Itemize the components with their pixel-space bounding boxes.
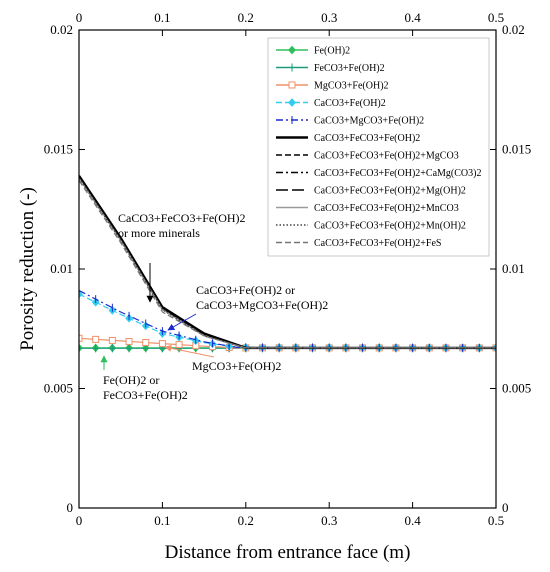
legend-label: CaCO3+FeCO3+Fe(OH)2+MgCO3 <box>314 151 459 162</box>
annotation: CaCO3+FeCO3+Fe(OH)2or more minerals <box>118 211 246 303</box>
x-axis-title: Distance from entrance face (m) <box>165 542 411 563</box>
legend-entry: CaCO3+FeCO3+Fe(OH)2+Mg(OH)2 <box>276 186 466 197</box>
annotation-line: Fe(OH)2 or <box>103 373 159 387</box>
x-tick-label-bottom: 0.3 <box>321 513 337 528</box>
x-tick-label-top: 0.2 <box>238 10 254 25</box>
legend-label: Fe(OH)2 <box>314 46 350 57</box>
x-tick-label-bottom: 0 <box>76 513 83 528</box>
x-tick-label-bottom: 0.2 <box>238 513 254 528</box>
series-marker-2 <box>79 334 83 342</box>
y-tick-label-left: 0.01 <box>50 261 73 276</box>
annotation-line: CaCO3+FeCO3+Fe(OH)2 <box>118 211 246 225</box>
legend-entry: CaCO3+FeCO3+Fe(OH)2+CaMg(CO3)2 <box>276 168 481 179</box>
x-tick-label-bottom: 0.5 <box>488 513 504 528</box>
x-tick-label-top: 0.1 <box>154 10 170 25</box>
annotation-line: or more minerals <box>118 226 200 240</box>
legend-label: CaCO3+FeCO3+Fe(OH)2 <box>314 133 420 144</box>
y-axis-title: Porosity reduction (-) <box>17 187 38 351</box>
legend-label: CaCO3+FeCO3+Fe(OH)2+MnCO3 <box>314 203 459 214</box>
series-marker-2 <box>142 339 150 347</box>
series-marker-2 <box>158 340 166 348</box>
legend-entry: CaCO3+MgCO3+Fe(OH)2 <box>276 116 424 127</box>
legend-entry: CaCO3+Fe(OH)2 <box>276 98 386 109</box>
legend-entry: CaCO3+FeCO3+Fe(OH)2+MnCO3 <box>276 203 459 214</box>
series-marker-2 <box>125 337 133 345</box>
legend-entry: CaCO3+FeCO3+Fe(OH)2+Mn(OH)2 <box>276 221 466 232</box>
series-marker-3 <box>79 289 83 299</box>
y-tick-label-right: 0.01 <box>502 261 525 276</box>
legend-label: MgCO3+Fe(OH)2 <box>314 81 389 92</box>
y-tick-label-left: 0.005 <box>44 381 73 396</box>
annotation-line: FeCO3+Fe(OH)2 <box>103 388 188 402</box>
series-line-11 <box>79 180 496 349</box>
legend-box <box>267 37 490 257</box>
annotation-line: CaCO3+Fe(OH)2 or <box>196 283 295 297</box>
y-tick-label-left: 0.015 <box>44 142 73 157</box>
legend-label: CaCO3+FeCO3+Fe(OH)2+Mg(OH)2 <box>314 186 466 197</box>
legend-marker <box>288 98 296 107</box>
series-marker-2 <box>175 341 183 349</box>
legend-entry: CaCO3+FeCO3+Fe(OH)2 <box>276 133 420 144</box>
legend: Fe(OH)2 FeCO3+Fe(OH)2 MgCO3+Fe(OH)2 CaCO3+F… <box>267 37 490 257</box>
legend-entry: Fe(OH)2 <box>276 46 350 57</box>
x-tick-label-top: 0.3 <box>321 10 337 25</box>
x-tick-label-bottom: 0.1 <box>154 513 170 528</box>
legend-label: CaCO3+MgCO3+Fe(OH)2 <box>314 116 424 127</box>
y-tick-label-right: 0.015 <box>502 142 531 157</box>
y-tick-label-right: 0.02 <box>502 22 525 37</box>
legend-label: CaCO3+FeCO3+Fe(OH)2+Mn(OH)2 <box>314 221 466 232</box>
legend-label: FeCO3+Fe(OH)2 <box>314 63 385 74</box>
annotations-group: CaCO3+FeCO3+Fe(OH)2or more mineralsCaCO3… <box>100 211 328 402</box>
y-tick-label-right: 0 <box>502 500 509 515</box>
legend-entry: CaCO3+FeCO3+Fe(OH)2+FeS <box>276 238 441 249</box>
y-tick-label-right: 0.005 <box>502 381 531 396</box>
annotation-line: MgCO3+Fe(OH)2 <box>192 359 281 373</box>
x-tick-label-top: 0 <box>76 10 83 25</box>
annotation-arrow <box>164 344 215 358</box>
legend-label: CaCO3+FeCO3+Fe(OH)2+FeS <box>314 238 441 249</box>
legend-label: CaCO3+FeCO3+Fe(OH)2+CaMg(CO3)2 <box>314 168 481 179</box>
legend-marker <box>288 81 296 89</box>
series-marker-2 <box>92 335 100 343</box>
x-tick-label-top: 0.4 <box>404 10 421 25</box>
axis-ticks-group: 000.10.10.20.20.30.30.40.40.50.50 00.005 0… <box>44 10 532 528</box>
x-tick-label-bottom: 0.4 <box>404 513 421 528</box>
series-line-2 <box>79 337 496 349</box>
legend-entry: MgCO3+Fe(OH)2 <box>276 81 389 92</box>
y-tick-label-left: 0.02 <box>50 22 73 37</box>
y-tick-label-left: 0 <box>67 500 74 515</box>
annotation: MgCO3+Fe(OH)2 <box>164 344 281 373</box>
annotation-arrow <box>167 313 197 331</box>
x-tick-label-top: 0.5 <box>488 10 504 25</box>
legend-entry: FeCO3+Fe(OH)2 <box>276 63 385 74</box>
legend-marker <box>288 45 296 55</box>
series-marker-2 <box>108 336 116 344</box>
annotation-line: CaCO3+MgCO3+Fe(OH)2 <box>196 298 328 312</box>
legend-entry: CaCO3+FeCO3+Fe(OH)2+MgCO3 <box>276 151 459 162</box>
legend-label: CaCO3+Fe(OH)2 <box>314 98 386 109</box>
